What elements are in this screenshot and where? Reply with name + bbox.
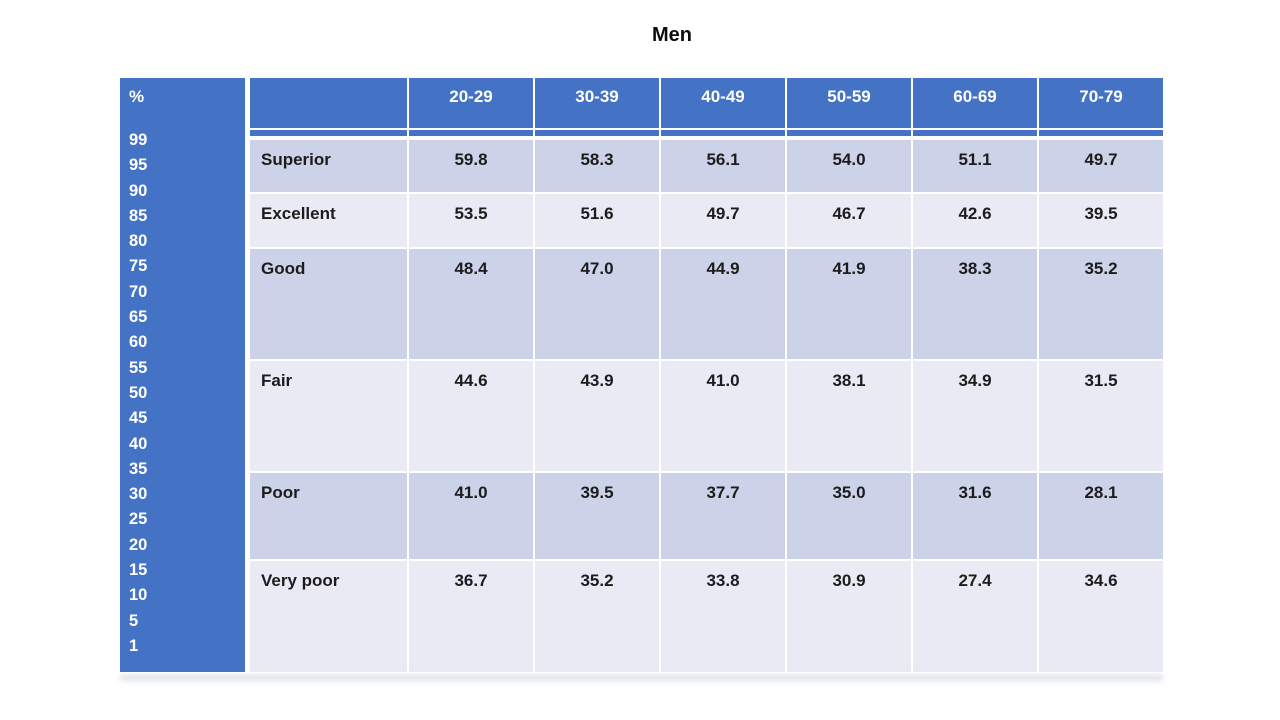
value-cell: 39.5 [535,473,659,559]
percent-tick: 60 [129,333,148,352]
value-cell: 58.3 [535,140,659,192]
value-cell: 46.7 [787,194,911,247]
table-row-poor: Poor 41.0 39.5 37.7 35.0 31.6 28.1 [250,471,1163,559]
value-cell: 47.0 [535,249,659,359]
age-group-header: 70-79 [1039,78,1163,136]
value-cell: 59.8 [409,140,533,192]
corner-cell [250,78,407,136]
percent-tick: 10 [129,586,148,605]
percent-tick: 1 [129,636,139,655]
percent-scale-header: % [129,87,145,106]
value-cell: 38.1 [787,361,911,471]
table-row-excellent: Excellent 53.5 51.6 49.7 46.7 42.6 39.5 [250,192,1163,247]
age-group-header: 40-49 [661,78,785,136]
percent-tick: 75 [129,257,148,276]
value-cell: 41.0 [409,473,533,559]
value-cell: 49.7 [1039,140,1163,192]
value-cell: 33.8 [661,561,785,672]
age-group-header: 50-59 [787,78,911,136]
percent-scale-ticks: 99 95 90 85 80 75 70 65 60 55 50 45 40 3… [129,128,245,659]
value-cell: 30.9 [787,561,911,672]
value-cell: 49.7 [661,194,785,247]
value-cell: 36.7 [409,561,533,672]
value-cell: 41.9 [787,249,911,359]
category-cell: Poor [250,473,407,559]
percent-tick: 70 [129,282,148,301]
value-cell: 35.0 [787,473,911,559]
percent-tick: 99 [129,131,148,149]
value-cell: 31.5 [1039,361,1163,471]
age-group-header: 60-69 [913,78,1037,136]
value-cell: 34.9 [913,361,1037,471]
percent-tick: 5 [129,611,139,630]
value-cell: 44.9 [661,249,785,359]
percent-tick: 35 [129,459,148,478]
value-cell: 31.6 [913,473,1037,559]
table-row-fair: Fair 44.6 43.9 41.0 38.1 34.9 31.5 [250,359,1163,471]
table-shadow-reflection [120,675,1163,684]
value-cell: 35.2 [1039,249,1163,359]
value-cell: 53.5 [409,194,533,247]
value-cell: 43.9 [535,361,659,471]
value-cell: 39.5 [1039,194,1163,247]
value-cell: 56.1 [661,140,785,192]
table-header-row: 20-29 30-39 40-49 50-59 60-69 70-79 [250,78,1163,136]
page-title: Men [652,24,692,46]
category-cell: Excellent [250,194,407,247]
percent-tick: 15 [129,561,148,580]
data-table: 20-29 30-39 40-49 50-59 60-69 70-79 Supe… [250,78,1163,672]
percent-tick: 40 [129,434,148,453]
percent-tick: 50 [129,383,148,402]
percent-tick: 20 [129,535,148,554]
value-cell: 44.6 [409,361,533,471]
fitness-percentile-table: % 99 95 90 85 80 75 70 65 60 55 50 45 40… [120,78,1163,672]
category-cell: Superior [250,140,407,192]
category-cell: Very poor [250,561,407,672]
value-cell: 28.1 [1039,473,1163,559]
percent-tick: 25 [129,510,148,529]
value-cell: 38.3 [913,249,1037,359]
category-cell: Fair [250,361,407,471]
percent-tick: 30 [129,485,148,504]
table-body: Superior 59.8 58.3 56.1 54.0 51.1 49.7 E… [250,140,1163,672]
table-row-superior: Superior 59.8 58.3 56.1 54.0 51.1 49.7 [250,140,1163,192]
value-cell: 48.4 [409,249,533,359]
percent-tick: 45 [129,409,148,428]
percent-tick: 90 [129,181,148,200]
age-group-header: 30-39 [535,78,659,136]
value-cell: 27.4 [913,561,1037,672]
percent-tick: 65 [129,308,148,327]
table-row-good: Good 48.4 47.0 44.9 41.9 38.3 35.2 [250,247,1163,359]
table-row-very-poor: Very poor 36.7 35.2 33.8 30.9 27.4 34.6 [250,559,1163,672]
value-cell: 51.1 [913,140,1037,192]
percent-scale-column: % 99 95 90 85 80 75 70 65 60 55 50 45 40… [120,78,245,672]
value-cell: 42.6 [913,194,1037,247]
value-cell: 51.6 [535,194,659,247]
value-cell: 35.2 [535,561,659,672]
category-cell: Good [250,249,407,359]
age-group-header: 20-29 [409,78,533,136]
value-cell: 54.0 [787,140,911,192]
percent-tick: 95 [129,156,148,175]
value-cell: 41.0 [661,361,785,471]
value-cell: 34.6 [1039,561,1163,672]
percent-tick: 80 [129,232,148,251]
percent-tick: 55 [129,358,148,377]
value-cell: 37.7 [661,473,785,559]
percent-tick: 85 [129,206,148,225]
